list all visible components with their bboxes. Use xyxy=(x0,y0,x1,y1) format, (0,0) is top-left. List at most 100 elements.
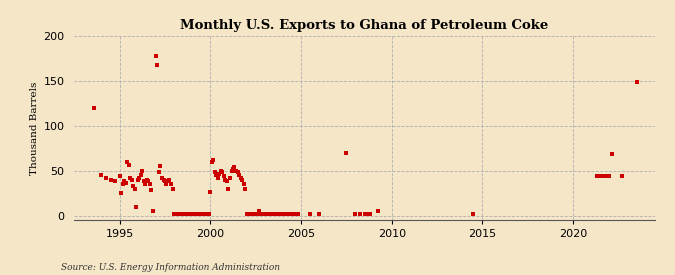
Point xyxy=(117,182,128,186)
Point xyxy=(187,211,198,216)
Point xyxy=(244,211,255,216)
Point xyxy=(200,211,211,216)
Point xyxy=(282,211,293,216)
Point xyxy=(225,175,236,180)
Point xyxy=(235,175,246,180)
Point xyxy=(270,211,281,216)
Point xyxy=(261,211,271,216)
Point xyxy=(215,168,226,173)
Point xyxy=(241,211,252,216)
Point xyxy=(616,174,627,178)
Point xyxy=(188,211,199,216)
Y-axis label: Thousand Barrels: Thousand Barrels xyxy=(30,81,39,175)
Point xyxy=(234,173,244,177)
Point xyxy=(250,211,261,216)
Point xyxy=(134,175,144,180)
Point xyxy=(208,158,219,162)
Point xyxy=(601,174,612,178)
Point xyxy=(131,204,142,209)
Point xyxy=(281,211,292,216)
Point xyxy=(229,165,240,169)
Point xyxy=(128,184,138,188)
Point xyxy=(132,177,143,182)
Point xyxy=(176,211,187,216)
Point xyxy=(314,211,325,216)
Point xyxy=(154,170,165,175)
Point xyxy=(259,211,270,216)
Point xyxy=(161,182,172,186)
Point xyxy=(101,175,111,180)
Point xyxy=(114,174,125,178)
Point xyxy=(170,211,181,216)
Point xyxy=(137,168,148,173)
Point xyxy=(246,211,256,216)
Point xyxy=(142,177,153,182)
Point xyxy=(341,150,352,155)
Point xyxy=(214,172,225,176)
Point xyxy=(365,211,376,216)
Point xyxy=(163,179,173,183)
Point xyxy=(592,174,603,178)
Point xyxy=(254,211,265,216)
Point xyxy=(595,174,605,178)
Text: Source: U.S. Energy Information Administration: Source: U.S. Energy Information Administ… xyxy=(61,263,279,272)
Point xyxy=(217,170,228,175)
Point xyxy=(265,211,276,216)
Point xyxy=(203,211,214,216)
Point xyxy=(96,173,107,177)
Point xyxy=(190,211,200,216)
Point xyxy=(181,211,192,216)
Point xyxy=(209,170,220,175)
Point xyxy=(191,211,202,216)
Title: Monthly U.S. Exports to Ghana of Petroleum Coke: Monthly U.S. Exports to Ghana of Petrole… xyxy=(180,19,549,32)
Point xyxy=(124,163,134,167)
Point xyxy=(169,211,180,216)
Point xyxy=(232,170,243,175)
Point xyxy=(125,175,136,180)
Point xyxy=(126,177,137,182)
Point xyxy=(631,79,642,84)
Point xyxy=(197,211,208,216)
Point xyxy=(159,179,170,183)
Point xyxy=(227,167,238,171)
Point xyxy=(211,173,221,177)
Point xyxy=(158,177,169,182)
Point xyxy=(290,211,300,216)
Point xyxy=(231,168,242,173)
Point xyxy=(155,164,166,168)
Point xyxy=(304,211,315,216)
Point xyxy=(115,191,126,195)
Point xyxy=(468,211,479,216)
Point xyxy=(598,174,609,178)
Point xyxy=(88,105,99,110)
Point xyxy=(373,209,383,213)
Point xyxy=(213,175,223,180)
Point xyxy=(207,160,217,164)
Point xyxy=(196,211,207,216)
Point xyxy=(136,173,146,177)
Point xyxy=(291,211,302,216)
Point xyxy=(279,211,290,216)
Point xyxy=(292,211,303,216)
Point xyxy=(144,182,155,186)
Point xyxy=(223,186,234,191)
Point xyxy=(193,211,204,216)
Point xyxy=(194,211,205,216)
Point xyxy=(120,181,131,185)
Point xyxy=(178,211,188,216)
Point xyxy=(182,211,193,216)
Point xyxy=(286,211,297,216)
Point xyxy=(173,211,184,216)
Point xyxy=(273,211,284,216)
Point xyxy=(274,211,285,216)
Point xyxy=(253,209,264,213)
Point xyxy=(269,211,279,216)
Point xyxy=(146,188,157,192)
Point xyxy=(138,179,149,183)
Point xyxy=(604,174,615,178)
Point xyxy=(122,160,132,164)
Point xyxy=(220,177,231,182)
Point xyxy=(157,175,167,180)
Point xyxy=(350,211,361,216)
Point xyxy=(179,211,190,216)
